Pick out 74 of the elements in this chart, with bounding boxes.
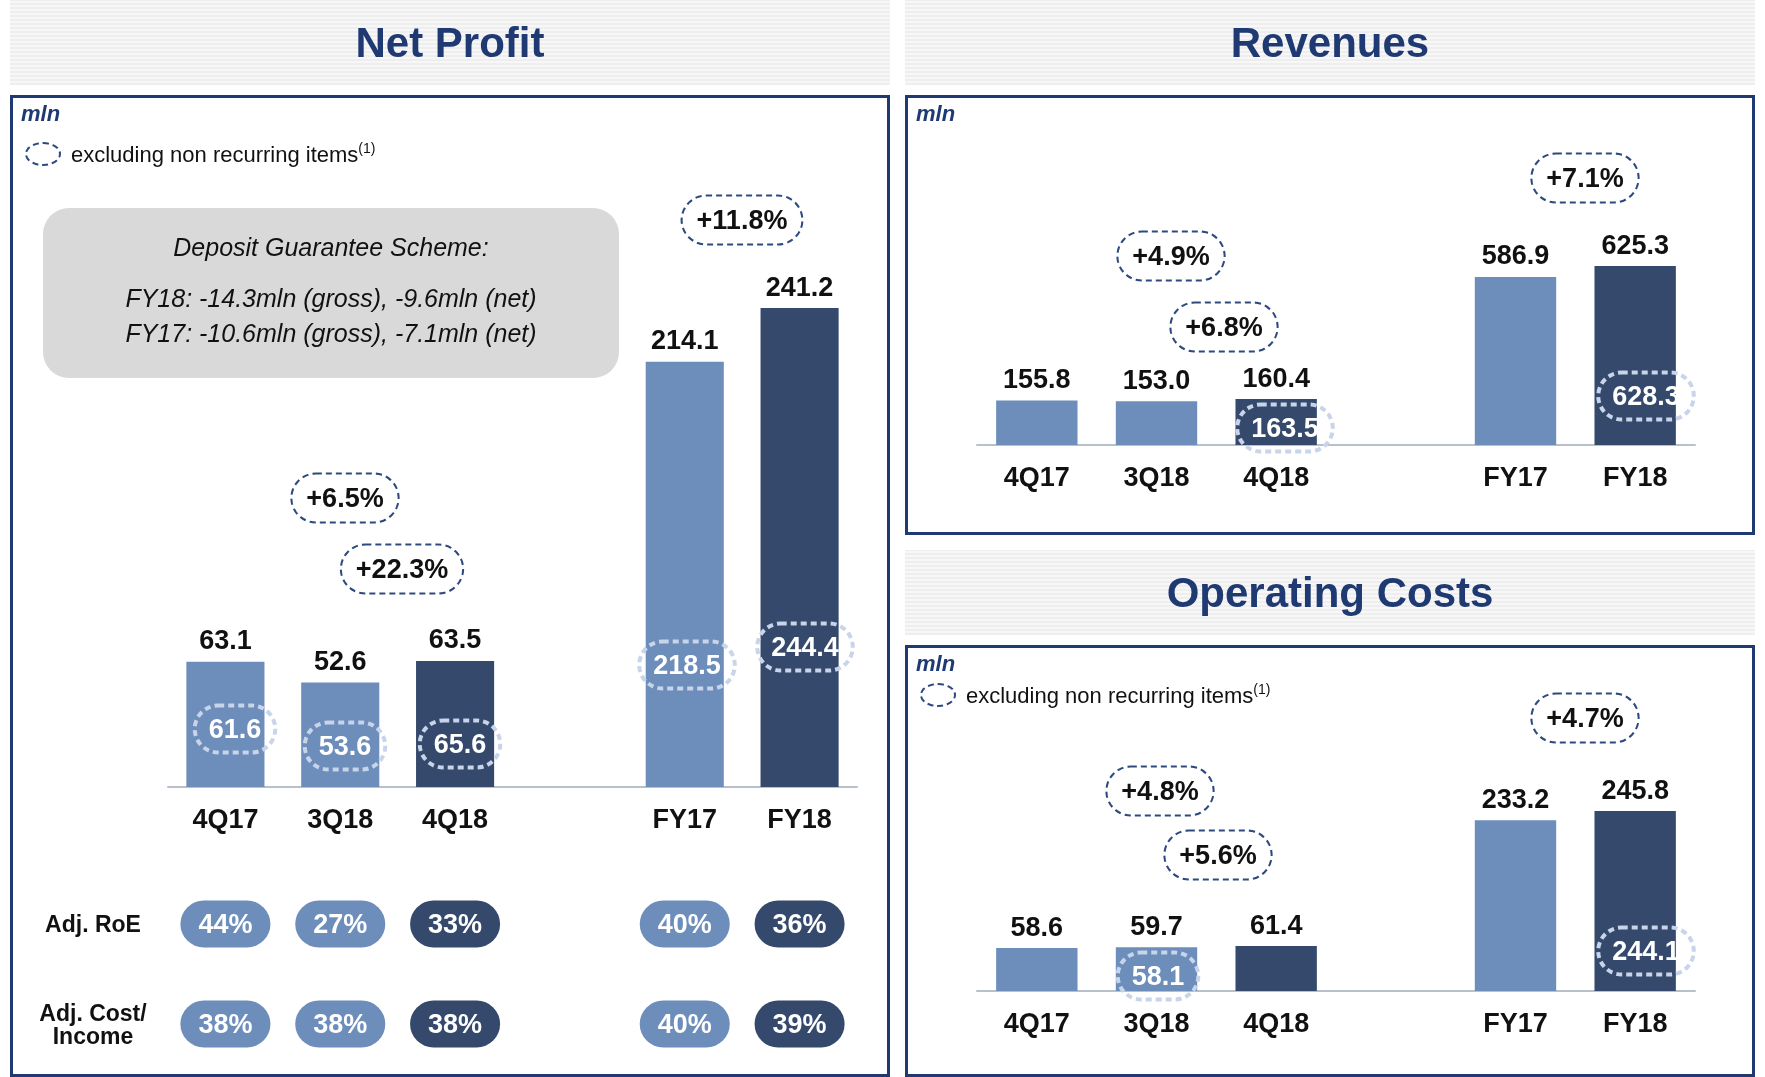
data-label: 241.2	[765, 271, 834, 302]
data-label: 63.1	[199, 625, 252, 656]
text: 39%	[772, 1009, 827, 1039]
text: +4.8%	[1121, 776, 1199, 806]
text: 36%	[772, 909, 827, 939]
text: 38%	[198, 1009, 253, 1039]
data-label: 214.1	[650, 325, 719, 356]
chart-title: Revenues	[905, 0, 1755, 85]
data-label: 233.2	[1481, 783, 1550, 814]
data-label: 160.4	[1242, 362, 1310, 393]
annotation: 244.4	[771, 632, 839, 662]
annotation: +5.6%	[1179, 840, 1257, 870]
annotation: +6.5%	[306, 483, 384, 513]
annotation: +6.8%	[1185, 312, 1263, 342]
data-label: 52.6	[313, 646, 367, 677]
x-tick-label: FY18	[1602, 1007, 1668, 1038]
x-tick-label: 4Q18	[1243, 1007, 1310, 1038]
y-axis-title: mln	[21, 100, 61, 126]
data-label: 61.4	[1249, 909, 1303, 940]
x-tick-label: FY18	[767, 803, 832, 834]
annotation: +22.3%	[355, 554, 449, 584]
text: +11.8%	[696, 205, 788, 235]
bar	[996, 400, 1078, 445]
text: 40%	[657, 909, 712, 939]
text: +7.1%	[1546, 163, 1624, 193]
annotation: 61.6	[208, 714, 262, 744]
data-label: 586.9	[1481, 240, 1550, 271]
bar	[1474, 820, 1557, 991]
data-label: 153.0	[1122, 364, 1191, 395]
bar	[996, 948, 1078, 991]
bar	[1474, 276, 1557, 445]
annotation: 53.6	[318, 731, 372, 761]
y-axis-title: mln	[916, 650, 956, 676]
annotation: 58.1	[1131, 961, 1185, 991]
chart-title: Operating Costs	[905, 550, 1755, 635]
data-label: 58.6	[1010, 911, 1064, 942]
x-tick-label: 4Q17	[1003, 461, 1070, 492]
data-label: 625.3	[1601, 229, 1669, 260]
data-label: 63.5	[428, 624, 482, 655]
text: Adj. RoE	[45, 911, 141, 937]
x-tick-label: 4Q18	[1243, 461, 1310, 492]
x-tick-label: FY18	[1602, 461, 1668, 492]
x-tick-label: 3Q18	[1123, 1007, 1190, 1038]
text: 40%	[657, 1009, 712, 1039]
x-tick-label: FY17	[652, 803, 718, 834]
x-tick-label: FY17	[1483, 1007, 1548, 1038]
annotation: 163.5	[1251, 413, 1319, 443]
callout-box: Deposit Guarantee Scheme: FY18: -14.3mln (gross), -9.6mln (net) FY17: -10.6mln (gross), -7.1mln (net)	[43, 208, 619, 378]
text: +4.7%	[1546, 703, 1624, 733]
annotation: +4.9%	[1132, 241, 1210, 271]
x-tick-label: 4Q17	[192, 803, 259, 834]
text: Adj. Cost/Income	[39, 999, 148, 1049]
text: 38%	[313, 1009, 368, 1039]
annotation: 244.1	[1612, 936, 1680, 966]
text: 27%	[313, 909, 368, 939]
data-label: 155.8	[1003, 363, 1071, 394]
annotation: 218.5	[653, 650, 721, 680]
bar	[1235, 946, 1317, 991]
y-axis-title: mln	[916, 100, 956, 126]
x-tick-label: 4Q18	[422, 803, 489, 834]
data-label: 59.7	[1130, 910, 1183, 941]
x-tick-label: 3Q18	[307, 803, 374, 834]
x-tick-label: FY17	[1483, 461, 1548, 492]
bar	[1115, 401, 1198, 445]
text: 44%	[198, 909, 253, 939]
annotation: 65.6	[433, 729, 487, 759]
annotation: FY18: -14.3mln (gross), -9.6mln (net)	[125, 283, 537, 313]
data-label: 245.8	[1601, 774, 1669, 805]
text: 33%	[428, 909, 483, 939]
chart-title: Net Profit	[10, 0, 890, 85]
annotation: FY17: -10.6mln (gross), -7.1mln (net)	[125, 318, 537, 348]
text: 38%	[428, 1009, 483, 1039]
x-tick-label: 3Q18	[1123, 461, 1190, 492]
x-tick-label: 4Q17	[1003, 1007, 1070, 1038]
